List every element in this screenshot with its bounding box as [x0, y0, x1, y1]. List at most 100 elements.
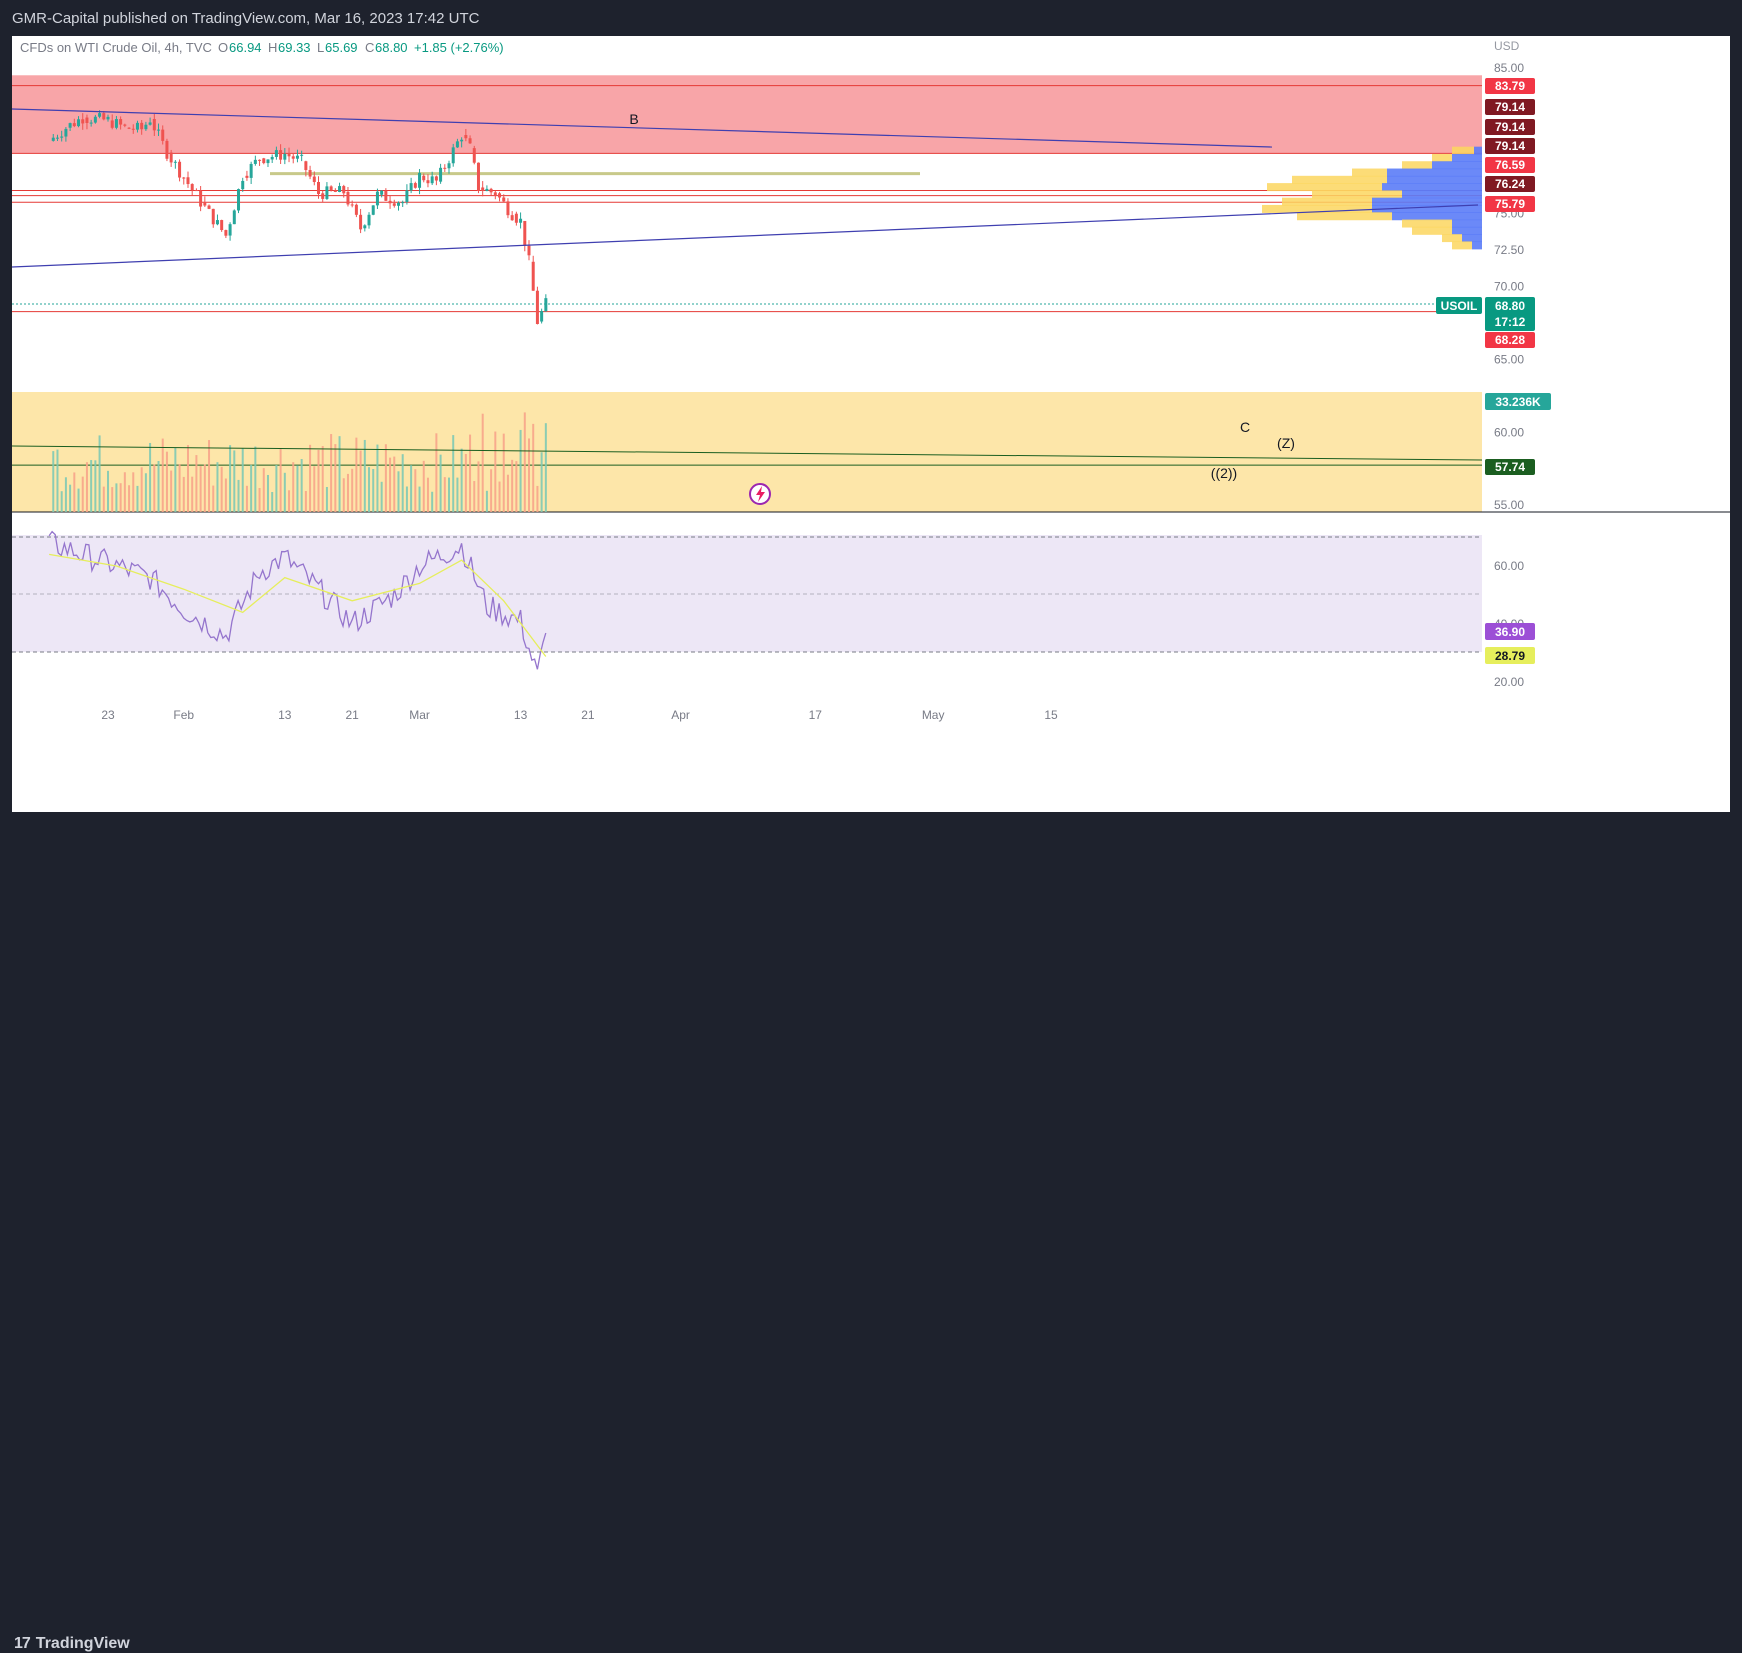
- volume-bar: [52, 451, 55, 512]
- price-axis-tick: 72.50: [1494, 243, 1524, 257]
- time-axis-tick: 23: [101, 708, 115, 722]
- candle-body: [291, 156, 295, 159]
- candle-body: [144, 124, 148, 130]
- volume-bar: [511, 459, 514, 512]
- volume-profile-bar: [1387, 175, 1482, 184]
- volume-bar: [464, 453, 467, 512]
- price-label-text: 79.14: [1495, 120, 1525, 134]
- symbol-tag-box: [1436, 297, 1482, 314]
- volume-bar: [334, 444, 337, 512]
- time-axis-tick: 13: [278, 708, 292, 722]
- candle-body: [434, 176, 438, 181]
- symbol-title: CFDs on WTI Crude Oil, 4h, TVC: [20, 40, 212, 55]
- candle-body: [182, 177, 186, 179]
- candle-body: [392, 203, 396, 206]
- ohlc-l-letter: L: [317, 40, 324, 55]
- volume-bar: [422, 460, 425, 512]
- volume-profile-bar: [1387, 168, 1482, 177]
- price-label-text: 68.28: [1495, 333, 1525, 347]
- volume-profile-bar: [1432, 161, 1482, 170]
- rsi-ma-text: 28.79: [1495, 649, 1525, 663]
- candle-body: [190, 184, 194, 191]
- candle-body: [249, 163, 253, 178]
- symbol-tag-text: USOIL: [1441, 299, 1478, 313]
- rsi-value-text: 36.90: [1495, 625, 1525, 639]
- volume-bar: [208, 440, 211, 512]
- volume-bar: [469, 434, 472, 512]
- candle-body: [51, 137, 55, 141]
- volume-bar: [506, 474, 509, 512]
- candle-body: [439, 167, 443, 182]
- volume-bar: [519, 429, 522, 512]
- candle-body: [274, 150, 278, 157]
- volume-profile-bar: [1402, 219, 1452, 228]
- time-axis-tick: 21: [581, 708, 595, 722]
- tradingview-logo[interactable]: 17 TradingView: [14, 1635, 130, 1653]
- volume-bar: [313, 466, 316, 512]
- candle-body: [493, 192, 497, 196]
- volume-bar: [262, 468, 265, 512]
- candle-body: [173, 161, 177, 163]
- volume-bar: [288, 490, 291, 512]
- volume-bar: [283, 472, 286, 512]
- volume-bar: [271, 491, 274, 512]
- candle-body: [506, 201, 510, 216]
- volume-profile-bar: [1474, 146, 1482, 155]
- volume-bar: [410, 465, 413, 512]
- candle-body: [72, 123, 76, 127]
- volume-bar: [523, 412, 526, 512]
- candle-body: [157, 129, 161, 131]
- candle-body: [228, 224, 232, 236]
- volume-profile-bar: [1267, 183, 1382, 192]
- volume-bar: [448, 477, 451, 512]
- candle-body: [295, 155, 299, 159]
- price-label-box: [1485, 196, 1535, 212]
- ohlc-legend: O 66.94 H 69.33 L 65.69 C 68.80 +1.85 (+…: [218, 40, 504, 55]
- volume-bar: [123, 472, 126, 512]
- candle-body: [165, 140, 169, 159]
- volume-bar: [485, 490, 488, 512]
- volume-bar: [136, 485, 139, 512]
- volume-bar: [515, 461, 518, 512]
- volume-bar: [502, 433, 505, 512]
- price-label-text: 76.24: [1495, 177, 1525, 191]
- time-axis-tick: Mar: [409, 708, 430, 722]
- volume-bar: [119, 483, 122, 512]
- ohlc-high: 69.33: [278, 40, 311, 55]
- volume-bar: [241, 448, 244, 512]
- volume-bar: [418, 486, 421, 512]
- price-label-box: [1485, 119, 1535, 135]
- lower-trendline: [11, 204, 1479, 268]
- candle-body: [186, 177, 190, 185]
- chart-area[interactable]: 85.00 75.00 72.50 70.00 65.00 60.00 55.00 60.00…: [11, 36, 1730, 812]
- time-axis-tick: 13: [514, 708, 528, 722]
- volume-bar: [153, 464, 156, 512]
- volume-bar: [229, 445, 232, 512]
- volume-bar: [460, 448, 463, 512]
- price-chart-svg[interactable]: 85.0075.0072.5070.0065.0060.0055.0060.00…: [11, 36, 1730, 812]
- volume-bar: [60, 491, 63, 512]
- candle-body: [262, 158, 266, 164]
- wave-label-b: B: [629, 111, 638, 127]
- bolt-icon[interactable]: [749, 483, 771, 505]
- ohlc-close: 68.80: [375, 40, 408, 55]
- candle-body: [401, 202, 405, 204]
- candle-body: [211, 208, 215, 225]
- price-label-box: [1485, 138, 1535, 154]
- volume-bar: [300, 459, 303, 512]
- price-axis-tick: 65.00: [1494, 352, 1524, 366]
- volume-bar: [342, 478, 345, 512]
- candle-body: [304, 161, 308, 171]
- candle-body: [447, 163, 451, 169]
- volume-profile-bar: [1392, 212, 1482, 221]
- volume-bar: [107, 470, 109, 512]
- volume-profile-bar: [1262, 204, 1372, 213]
- candle-body: [178, 161, 182, 178]
- candle-body: [354, 204, 358, 215]
- candle-body: [89, 122, 93, 124]
- tradingview-brand: TradingView: [35, 1635, 130, 1652]
- time-axis-tick: 15: [1044, 708, 1058, 722]
- volume-bar: [170, 470, 173, 512]
- rsi-axis-tick: 20.00: [1494, 675, 1524, 689]
- volume-profile-bar: [1312, 190, 1402, 199]
